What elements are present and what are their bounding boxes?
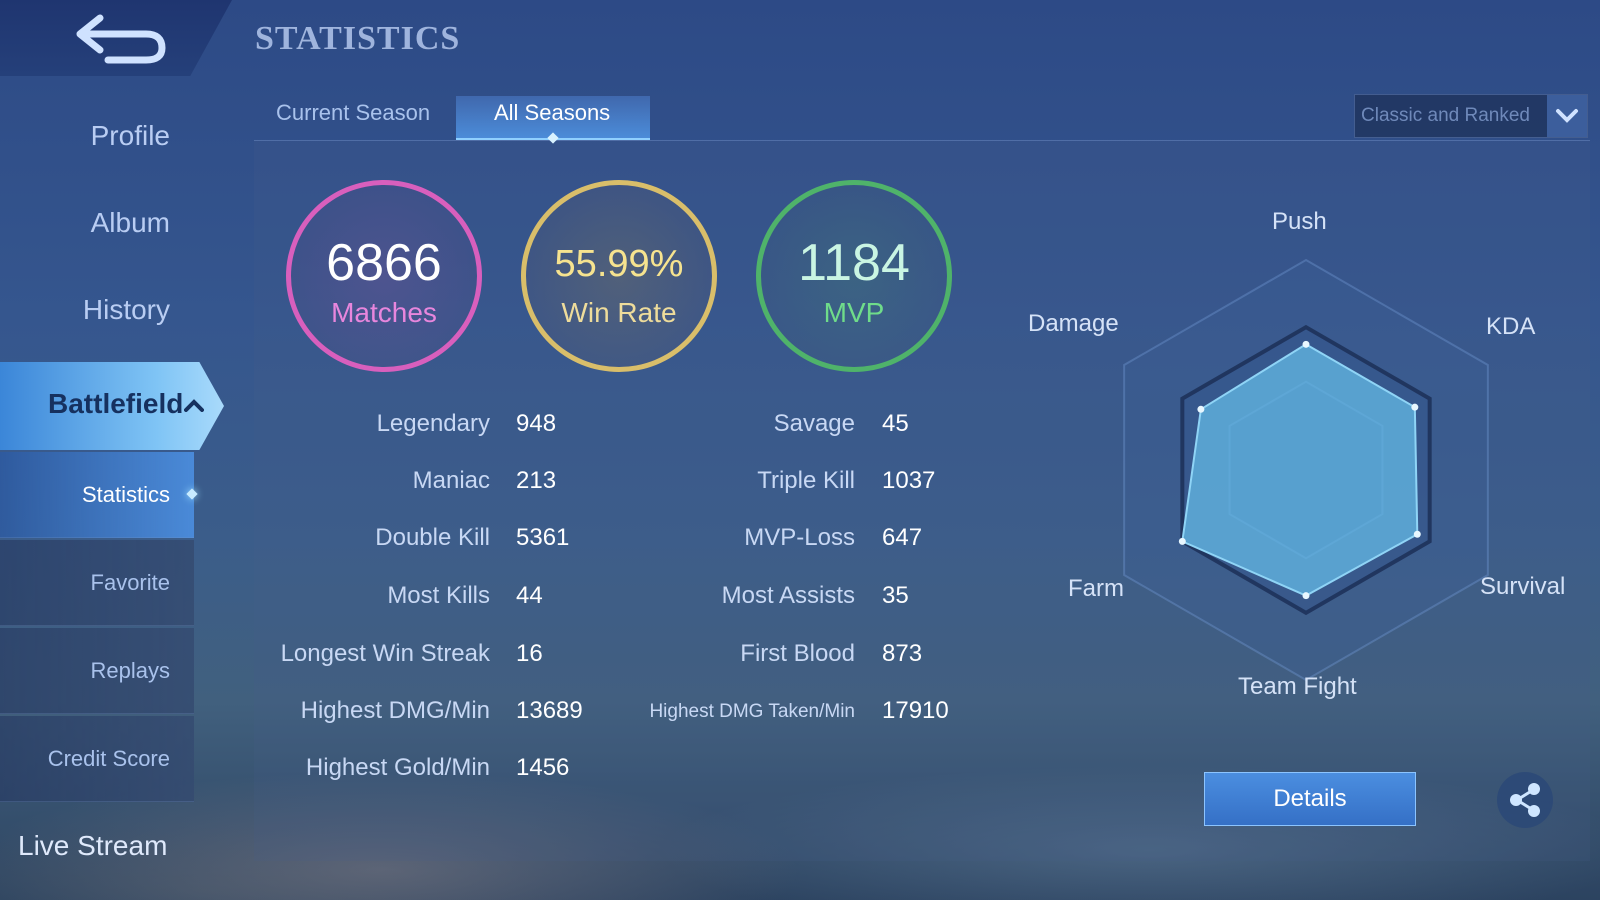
sidebar-item-history[interactable]: History bbox=[82, 294, 170, 325]
mvp-value: 1184 bbox=[798, 234, 910, 292]
matches-value: 6866 bbox=[326, 234, 442, 292]
mode-select[interactable]: Classic and Ranked bbox=[1354, 94, 1588, 138]
radar-label-damage: Damage bbox=[1028, 310, 1119, 337]
matches-ring: 6866 Matches bbox=[286, 180, 482, 372]
matches-label: Matches bbox=[331, 297, 437, 328]
stat-value-most-assists: 35 bbox=[882, 582, 909, 609]
share-button[interactable] bbox=[1497, 772, 1553, 828]
stat-label-triple-kill: Triple Kill bbox=[757, 467, 855, 494]
stat-label-highest-dmg-taken-min: Highest DMG Taken/Min bbox=[649, 701, 855, 722]
sidebar-subitem-replays[interactable]: Replays bbox=[0, 628, 194, 714]
sidebar-subitem-credit-score[interactable]: Credit Score bbox=[0, 716, 194, 802]
stat-value-first-blood: 873 bbox=[882, 640, 923, 667]
stat-value-highest-gold-min: 1456 bbox=[516, 754, 570, 781]
stat-value-highest-dmg-taken-min: 17910 bbox=[882, 697, 949, 724]
sidebar-item-profile[interactable]: Profile bbox=[90, 120, 170, 151]
stat-value-double-kill: 5361 bbox=[516, 524, 570, 551]
win-rate-ring: 55.99% Win Rate bbox=[521, 180, 717, 372]
dropdown-button[interactable] bbox=[1547, 95, 1587, 137]
radar-label-farm: Farm bbox=[1068, 575, 1124, 602]
stat-label-maniac: Maniac bbox=[412, 467, 490, 494]
stat-label-legendary: Legendary bbox=[376, 410, 490, 437]
stat-label-highest-gold-min: Highest Gold/Min bbox=[305, 754, 490, 781]
radar-label-team-fight: Team Fight bbox=[1238, 673, 1357, 700]
stat-label-double-kill: Double Kill bbox=[375, 524, 490, 551]
radar-label-survival: Survival bbox=[1480, 573, 1566, 600]
sidebar-subitem-label: Favorite bbox=[90, 570, 170, 595]
sidebar-subitem-statistics[interactable]: Statistics bbox=[0, 452, 194, 538]
back-arrow-icon bbox=[76, 14, 166, 64]
mvp-label: MVP bbox=[823, 297, 885, 328]
back-button[interactable] bbox=[72, 12, 168, 64]
stat-value-highest-dmg-min: 13689 bbox=[516, 697, 583, 724]
stat-value-savage: 45 bbox=[882, 410, 909, 437]
mvp-ring: 1184 MVP bbox=[756, 180, 952, 372]
page-title: STATISTICS bbox=[255, 20, 461, 57]
stat-value-triple-kill: 1037 bbox=[882, 467, 936, 494]
stat-label-longest-win-streak: Longest Win Streak bbox=[280, 640, 490, 667]
sidebar-subitem-label: Statistics bbox=[81, 482, 170, 507]
mode-select-value: Classic and Ranked bbox=[1361, 105, 1530, 126]
sidebar-item-battlefield-label: Battlefield bbox=[48, 388, 184, 419]
stat-value-longest-win-streak: 16 bbox=[516, 640, 543, 667]
stat-value-maniac: 213 bbox=[516, 467, 557, 494]
sidebar-item-battlefield[interactable] bbox=[0, 362, 224, 450]
win-rate-label: Win Rate bbox=[561, 297, 677, 328]
stat-label-savage: Savage bbox=[773, 410, 855, 437]
stat-value-mvp-loss: 647 bbox=[882, 524, 923, 551]
tabs-divider bbox=[254, 140, 1590, 141]
details-button[interactable]: Details bbox=[1204, 772, 1416, 826]
sidebar-subitem-label: Replays bbox=[90, 658, 170, 683]
sidebar-subitem-favorite[interactable]: Favorite bbox=[0, 540, 194, 626]
stat-label-most-assists: Most Assists bbox=[721, 582, 855, 609]
sidebar-item-album[interactable]: Album bbox=[90, 207, 170, 238]
sidebar-subitem-label: Credit Score bbox=[47, 746, 170, 771]
win-rate-value: 55.99% bbox=[554, 243, 684, 285]
stat-value-legendary: 948 bbox=[516, 410, 557, 437]
chevron-up-icon bbox=[184, 399, 204, 412]
stat-label-highest-dmg-min: Highest DMG/Min bbox=[300, 697, 490, 724]
radar-label-kda: KDA bbox=[1486, 313, 1536, 340]
stat-label-mvp-loss: MVP-Loss bbox=[744, 524, 855, 551]
chevron-down-icon bbox=[1556, 109, 1578, 123]
radar-label-push: Push bbox=[1272, 208, 1327, 235]
tab-all-seasons[interactable]: All Seasons bbox=[494, 100, 611, 125]
sidebar-item-live-stream[interactable]: Live Stream bbox=[18, 830, 168, 861]
share-icon bbox=[1510, 783, 1540, 817]
stat-value-most-kills: 44 bbox=[516, 582, 543, 609]
stat-label-first-blood: First Blood bbox=[740, 640, 855, 667]
tab-current-season[interactable]: Current Season bbox=[276, 100, 431, 125]
stat-label-most-kills: Most Kills bbox=[387, 582, 490, 609]
